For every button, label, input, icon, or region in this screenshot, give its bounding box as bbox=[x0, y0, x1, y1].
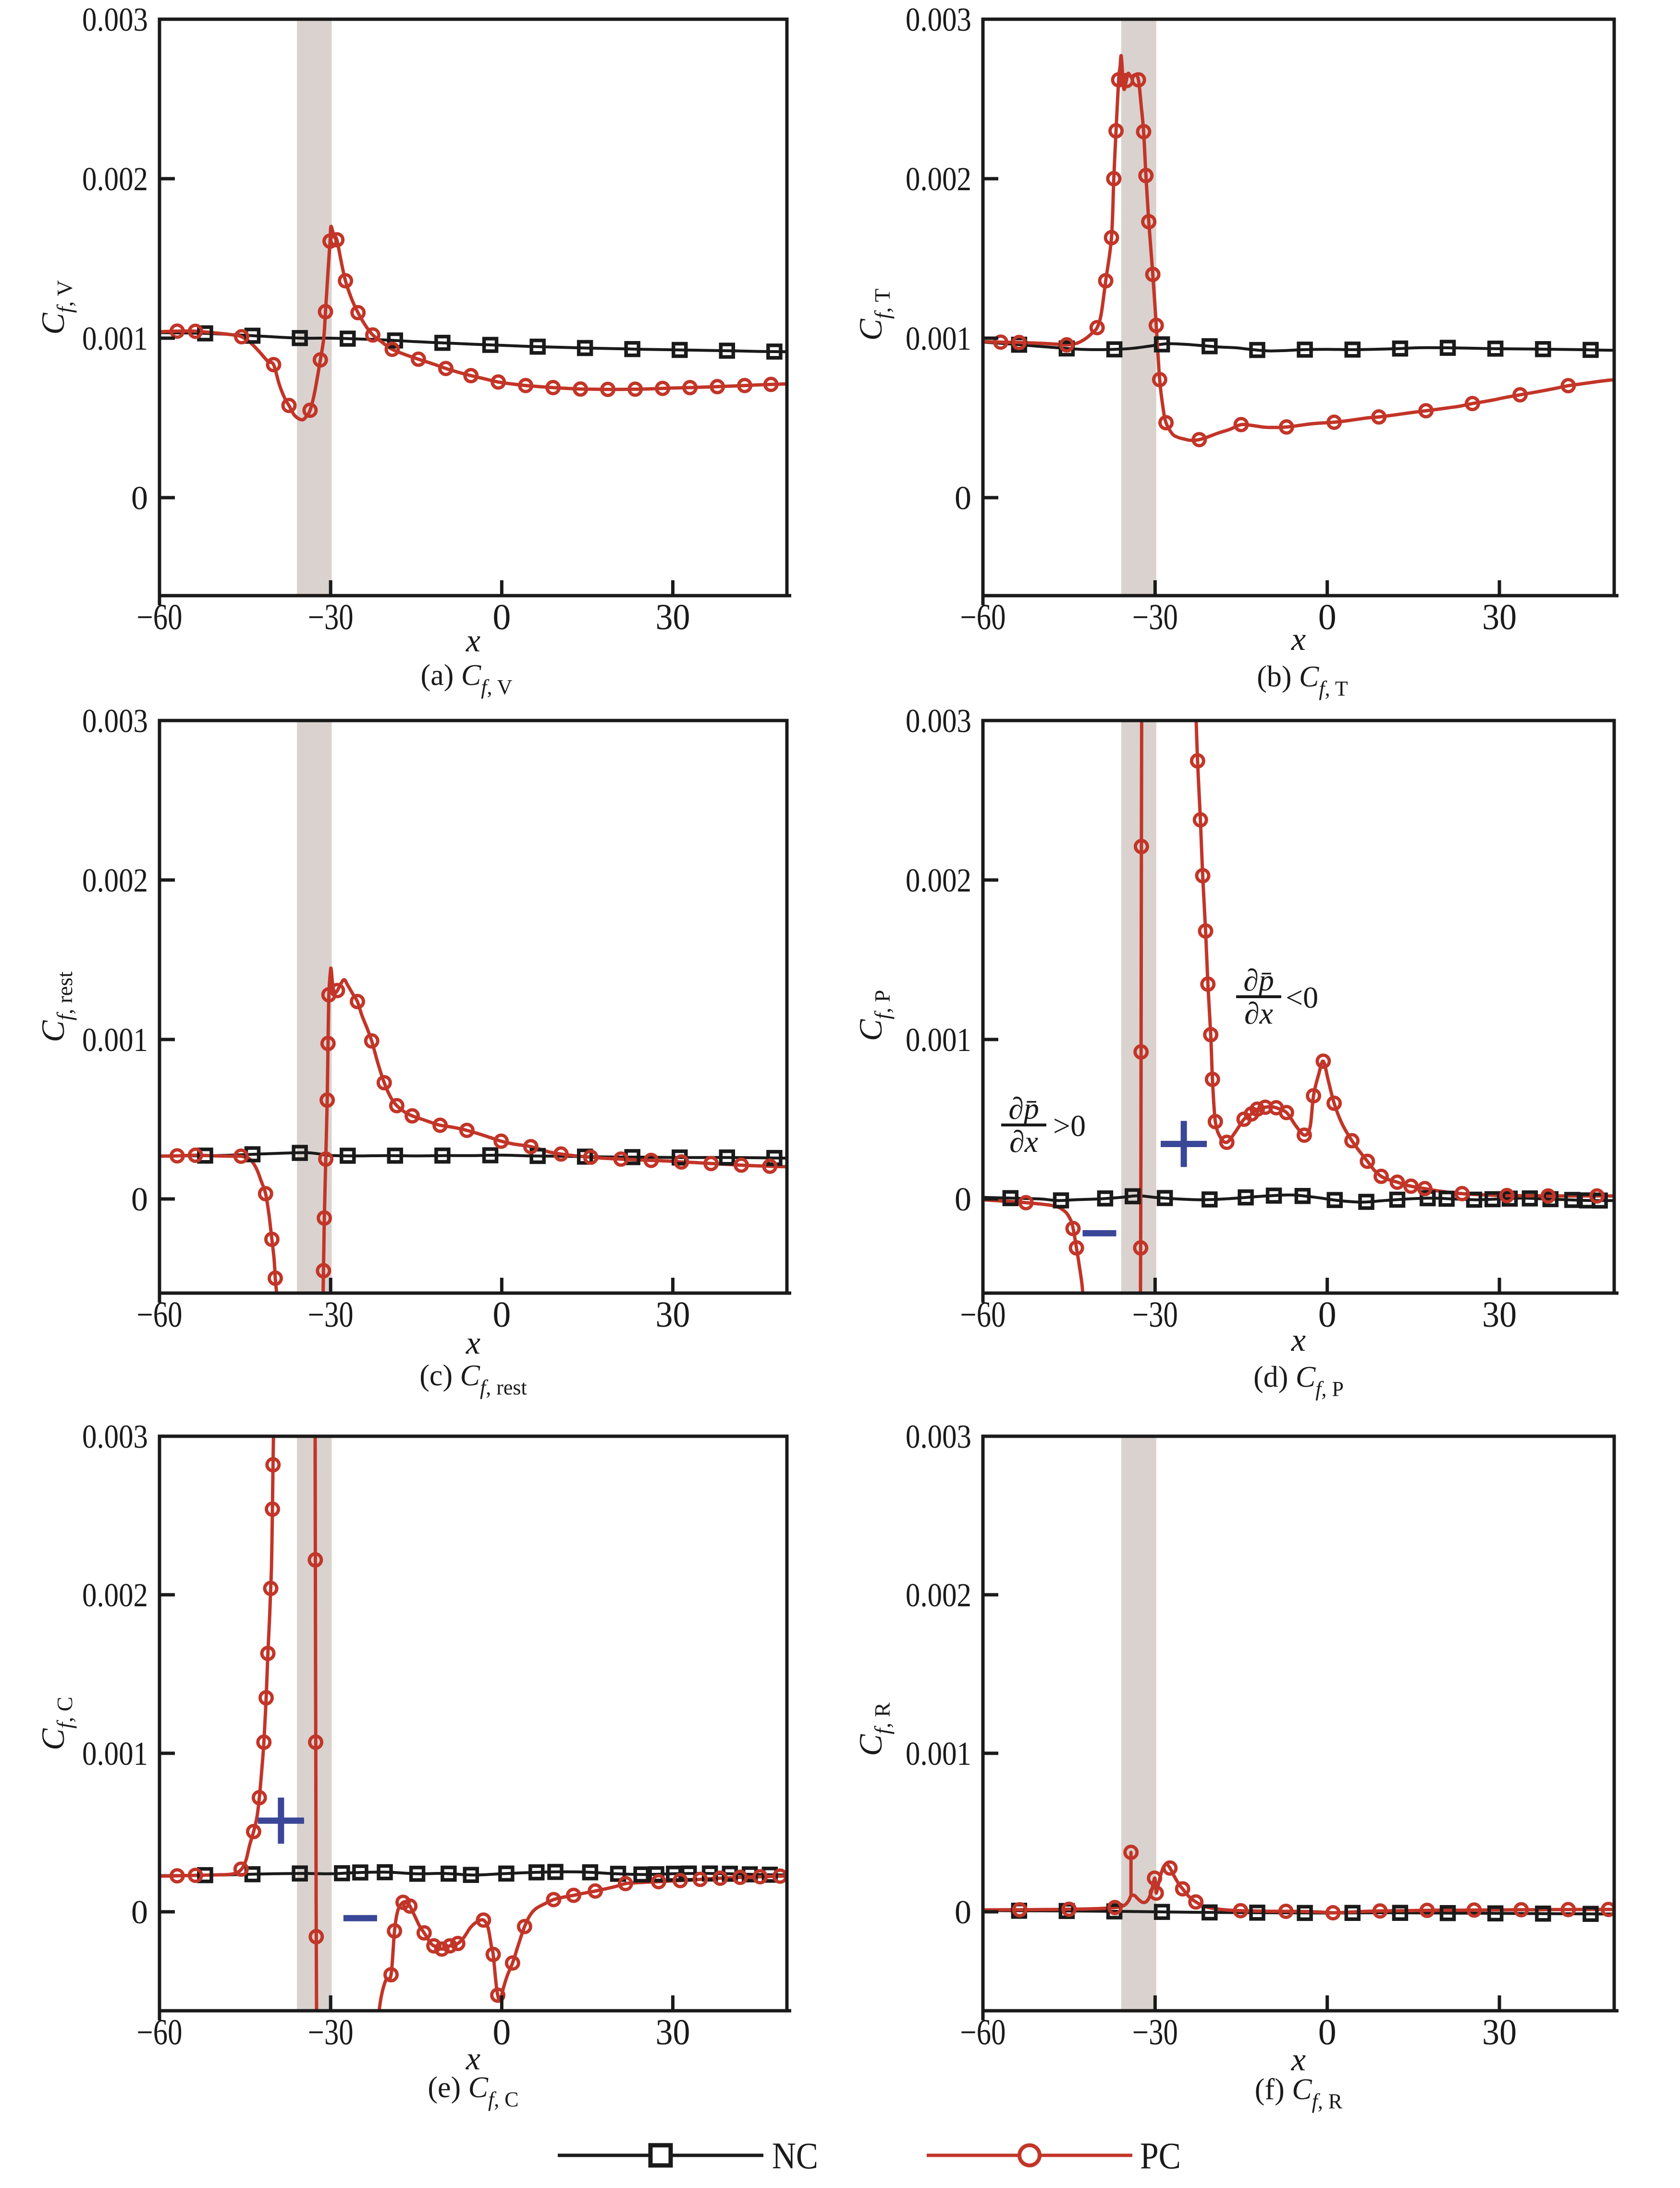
svg-text:0.003: 0.003 bbox=[906, 1, 971, 38]
svg-text:Cf, C: Cf, C bbox=[35, 1697, 77, 1750]
svg-text:x: x bbox=[466, 2040, 480, 2077]
svg-text:0: 0 bbox=[131, 480, 148, 517]
svg-text:0.002: 0.002 bbox=[82, 1577, 148, 1614]
svg-text:Cf, rest: Cf, rest bbox=[35, 971, 77, 1042]
svg-text:0.002: 0.002 bbox=[906, 161, 971, 198]
svg-text:−30: −30 bbox=[1132, 2012, 1178, 2053]
svg-text:0.002: 0.002 bbox=[906, 1577, 971, 1614]
svg-text:30: 30 bbox=[656, 597, 690, 637]
svg-text:0.003: 0.003 bbox=[82, 1, 148, 38]
svg-text:PC: PC bbox=[1140, 2135, 1181, 2176]
svg-text:−60: −60 bbox=[960, 597, 1006, 637]
svg-text:0.001: 0.001 bbox=[82, 1736, 148, 1772]
svg-text:0.002: 0.002 bbox=[82, 862, 148, 899]
svg-text:−60: −60 bbox=[137, 1295, 183, 1335]
svg-text:∂p̄: ∂p̄ bbox=[1008, 1091, 1039, 1125]
svg-text:0: 0 bbox=[1318, 1295, 1337, 1335]
svg-text:30: 30 bbox=[1482, 1295, 1517, 1335]
svg-text:0.001: 0.001 bbox=[82, 1022, 148, 1059]
svg-text:−60: −60 bbox=[137, 597, 183, 637]
svg-text:x: x bbox=[466, 622, 480, 659]
svg-text:0: 0 bbox=[492, 1295, 511, 1335]
svg-text:∂p̄: ∂p̄ bbox=[1243, 963, 1274, 997]
svg-text:0.002: 0.002 bbox=[906, 862, 971, 899]
svg-text:0.001: 0.001 bbox=[906, 1736, 971, 1772]
svg-text:0: 0 bbox=[1318, 597, 1337, 637]
svg-text:30: 30 bbox=[1482, 2012, 1517, 2053]
svg-text:x: x bbox=[1291, 1321, 1306, 1358]
svg-text:0.002: 0.002 bbox=[82, 161, 148, 198]
svg-text:30: 30 bbox=[656, 2012, 690, 2053]
svg-text:x: x bbox=[1291, 2041, 1306, 2078]
svg-text:NC: NC bbox=[772, 2135, 818, 2176]
svg-text:0.003: 0.003 bbox=[906, 703, 971, 740]
svg-text:0.003: 0.003 bbox=[82, 1418, 148, 1455]
svg-text:Cf, V: Cf, V bbox=[35, 280, 77, 335]
svg-text:<0: <0 bbox=[1286, 980, 1318, 1015]
svg-text:30: 30 bbox=[656, 1295, 690, 1335]
svg-text:0: 0 bbox=[1318, 2012, 1337, 2053]
svg-text:0: 0 bbox=[492, 2012, 511, 2053]
svg-text:Cf, R: Cf, R bbox=[852, 1702, 895, 1756]
svg-text:Cf, T: Cf, T bbox=[852, 289, 895, 341]
svg-text:0.001: 0.001 bbox=[82, 320, 148, 357]
svg-text:∂x: ∂x bbox=[1009, 1125, 1038, 1159]
svg-text:−30: −30 bbox=[308, 597, 354, 637]
svg-text:0: 0 bbox=[131, 1894, 148, 1931]
svg-text:0.001: 0.001 bbox=[906, 320, 971, 357]
svg-text:0: 0 bbox=[955, 480, 971, 517]
svg-text:0.003: 0.003 bbox=[82, 703, 148, 740]
svg-text:0: 0 bbox=[492, 597, 511, 637]
svg-text:0: 0 bbox=[955, 1894, 971, 1931]
svg-text:30: 30 bbox=[1482, 597, 1517, 637]
svg-text:0: 0 bbox=[955, 1181, 971, 1218]
svg-text:−30: −30 bbox=[308, 2012, 354, 2053]
svg-text:0.003: 0.003 bbox=[906, 1418, 971, 1455]
svg-text:0: 0 bbox=[131, 1181, 148, 1218]
svg-text:−60: −60 bbox=[960, 2012, 1006, 2053]
svg-text:−30: −30 bbox=[1132, 597, 1178, 637]
svg-text:−60: −60 bbox=[960, 1295, 1006, 1335]
svg-text:−30: −30 bbox=[308, 1295, 354, 1335]
svg-text:x: x bbox=[1291, 621, 1306, 657]
svg-text:−60: −60 bbox=[137, 2012, 183, 2053]
svg-text:x: x bbox=[466, 1324, 480, 1361]
svg-text:∂x: ∂x bbox=[1244, 996, 1273, 1030]
svg-text:>0: >0 bbox=[1053, 1109, 1086, 1143]
svg-text:0.001: 0.001 bbox=[906, 1022, 971, 1059]
svg-text:−30: −30 bbox=[1132, 1295, 1178, 1335]
svg-text:Cf, P: Cf, P bbox=[852, 990, 895, 1041]
